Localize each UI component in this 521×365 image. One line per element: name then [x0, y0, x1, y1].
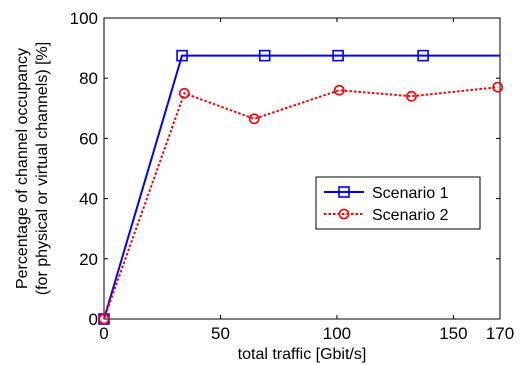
x-tick-label: 170 [486, 324, 514, 343]
y-tick-label: 40 [79, 190, 98, 209]
data-point-square [258, 49, 271, 62]
y-tick-label: 60 [79, 129, 98, 148]
legend-box [315, 176, 481, 230]
legend-label: Scenario 2 [372, 207, 449, 224]
legend-items: Scenario 1 Scenario 2 [324, 185, 449, 224]
plot-area [103, 17, 501, 320]
x-tick-label: 0 [99, 324, 108, 343]
series-line [103, 54, 500, 320]
x-tick-label: 100 [323, 324, 351, 343]
series-2 [98, 81, 504, 325]
series-layer [98, 49, 504, 325]
data-point-square [332, 49, 344, 62]
x-tick-label: 50 [211, 324, 230, 343]
x-axis-label: total traffic [Gbit/s] [238, 346, 367, 363]
data-point-square [417, 49, 429, 62]
y-tick-label: 0 [89, 310, 98, 329]
y-tick-label: 20 [79, 250, 98, 269]
data-point-circle [492, 81, 504, 93]
y-tick-label: 80 [79, 69, 98, 88]
data-point-square [176, 49, 188, 62]
data-point-circle [333, 84, 345, 96]
data-point-circle [178, 87, 190, 99]
legend-entry-1: Scenario 1 [324, 185, 449, 202]
y-axis-label-line-2: (for physical or virtual channels) [%] [34, 42, 51, 295]
data-point-circle [248, 113, 260, 125]
x-tick-label: 150 [439, 324, 467, 343]
legend: Scenario 1 Scenario 2 [315, 176, 481, 230]
y-tick-label: 100 [70, 9, 98, 28]
data-point-circle [98, 313, 110, 325]
axis-ticks: 0 50 100 150 170 0 20 40 60 80 100 [70, 9, 515, 343]
legend-entry-2: Scenario 2 [324, 207, 449, 224]
data-point-circle [338, 208, 350, 220]
data-point-circle [406, 90, 417, 102]
y-axis-label-line-1: Percentage of channel occupancy [14, 48, 31, 289]
legend-label: Scenario 1 [372, 185, 449, 202]
data-point-square [338, 186, 350, 198]
series-line [103, 86, 498, 320]
